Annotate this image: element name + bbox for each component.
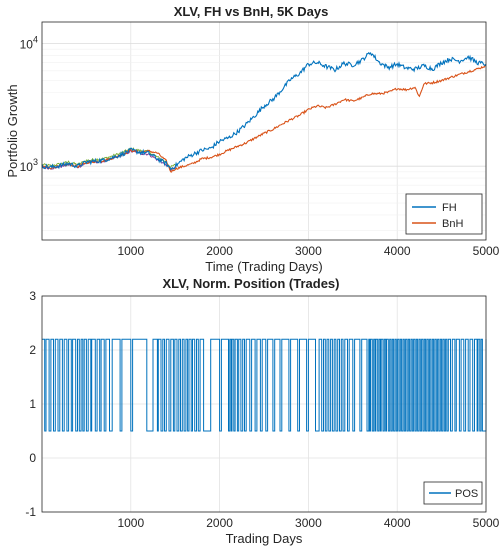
growth-chart: 1000 2000 3000 4000 5000 103 104 XLV, FH vs Bn… [5, 4, 500, 274]
position-x-tick-1000: 1000 [117, 516, 144, 530]
growth-y-tick-1000: 103 [20, 157, 38, 174]
growth-x-tick-1000: 1000 [117, 244, 144, 258]
position-series [42, 338, 487, 432]
growth-legend-label-bnh: BnH [442, 218, 463, 230]
position-y-tick-3: 2 [29, 343, 36, 357]
position-chart: 1000 2000 3000 4000 5000 -1 0 1 2 3 XLV, Norm. Po… [25, 276, 499, 546]
position-plot-frame [41, 295, 487, 513]
growth-chart-title: XLV, FH vs BnH, 5K Days [174, 4, 329, 19]
growth-x-tick-4000: 4000 [384, 244, 411, 258]
position-x-tick-5000: 5000 [473, 516, 500, 530]
position-y-tick-2: 1 [29, 397, 36, 411]
growth-series [41, 51, 487, 173]
growth-legend-box [405, 193, 483, 235]
growth-grid [42, 22, 487, 240]
growth-x-tick-5000: 5000 [473, 244, 500, 258]
growth-extra-trace-0 [41, 147, 176, 168]
growth-legend: FH BnH [405, 193, 483, 235]
growth-y-tick-10000: 104 [20, 35, 38, 52]
growth-x-tick-3000: 3000 [295, 244, 322, 258]
position-legend-box [423, 481, 483, 505]
position-x-tick-3000: 3000 [295, 516, 322, 530]
position-series-pos [42, 338, 487, 432]
position-y-tick-4: 3 [29, 289, 36, 303]
position-chart-title: XLV, Norm. Position (Trades) [163, 276, 340, 291]
growth-y-axis-label: Portfolio Growth [5, 84, 20, 177]
position-legend-label-pos: POS [455, 488, 478, 500]
growth-ticks: 1000 2000 3000 4000 5000 103 104 [20, 35, 500, 258]
position-y-tick-1: 0 [29, 451, 36, 465]
position-ticks: 1000 2000 3000 4000 5000 -1 0 1 2 3 [25, 289, 499, 530]
growth-x-axis-label: Time (Trading Days) [205, 259, 323, 274]
growth-series-fh [41, 51, 487, 171]
position-x-tick-2000: 2000 [206, 516, 233, 530]
position-y-tick-0: -1 [25, 505, 36, 519]
position-x-tick-4000: 4000 [384, 516, 411, 530]
position-x-axis-label: Trading Days [226, 531, 303, 546]
position-legend: POS [423, 481, 483, 505]
growth-x-tick-2000: 2000 [206, 244, 233, 258]
growth-plot-frame [41, 21, 487, 241]
growth-legend-label-fh: FH [442, 202, 457, 214]
